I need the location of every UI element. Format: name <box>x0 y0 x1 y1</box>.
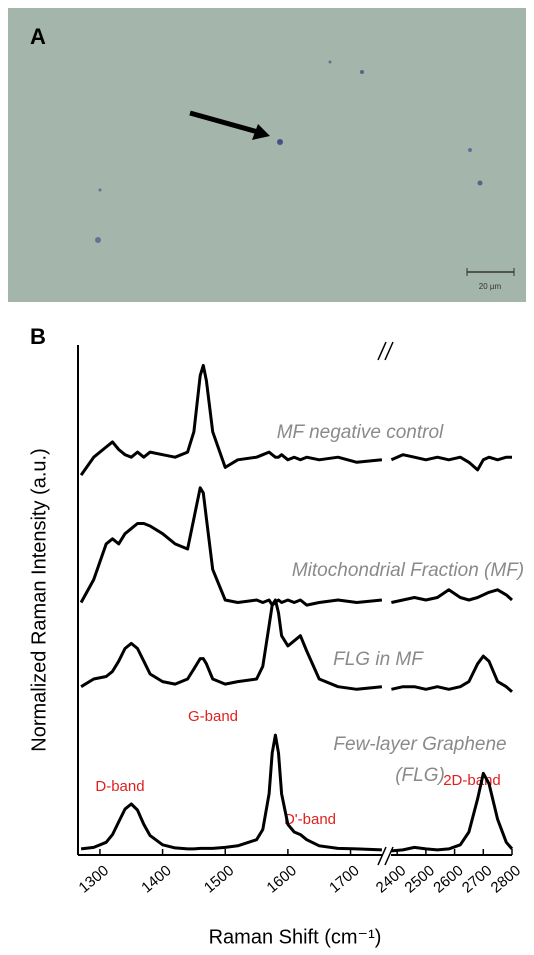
x-tick-label: 2700 <box>459 862 495 896</box>
panel-label: B <box>30 324 46 349</box>
particle <box>277 139 283 145</box>
panel-label: A <box>30 24 46 49</box>
annotation: Few-layer Graphene <box>333 734 506 755</box>
spectrum <box>391 588 514 604</box>
x-tick-label: 2500 <box>402 862 438 896</box>
band-label: G-band <box>188 708 238 725</box>
x-axis-label: Raman Shift (cm⁻¹) <box>209 926 382 948</box>
x-tick-label: 2800 <box>488 862 524 896</box>
particle <box>98 188 102 192</box>
spectrum <box>390 453 512 472</box>
particle <box>328 60 332 64</box>
spectrum <box>391 654 514 693</box>
panel-b: B Normalized Raman Intensity (a.u.) Rama… <box>28 324 524 948</box>
x-tick-label: 1300 <box>76 862 112 896</box>
axis-break <box>377 341 394 361</box>
annotation: MF negative control <box>277 422 444 443</box>
spectrum <box>79 486 383 607</box>
arrow-head <box>252 124 270 140</box>
micrograph <box>8 8 526 302</box>
x-tick-label: 1600 <box>264 862 300 896</box>
annotation: (FLG) <box>395 765 445 786</box>
x-tick-label: 1400 <box>138 862 174 896</box>
band-label: 2D-band <box>443 772 501 789</box>
annotation: Mitochondrial Fraction (MF) <box>292 560 524 581</box>
scale-bar-label: 20 µm <box>479 282 502 291</box>
band-label: D-band <box>95 778 144 795</box>
band-label: D'-band <box>284 811 336 828</box>
spectrum <box>391 771 514 853</box>
y-axis-label: Normalized Raman Intensity (a.u.) <box>28 448 50 751</box>
particle <box>477 180 483 186</box>
particle <box>360 70 364 74</box>
spectrum <box>80 598 383 691</box>
annotation: FLG in MF <box>333 649 424 670</box>
x-tick-label: 1700 <box>326 862 362 896</box>
spectrum <box>80 733 382 852</box>
panel-a: A 20 µm <box>8 8 526 302</box>
x-tick-label: 2600 <box>430 862 466 896</box>
arrow-shaft <box>189 110 259 135</box>
particle <box>95 237 101 243</box>
particle <box>468 148 472 152</box>
x-tick-label: 2400 <box>373 862 409 896</box>
spectrum <box>79 363 383 476</box>
x-tick-label: 1500 <box>201 862 237 896</box>
